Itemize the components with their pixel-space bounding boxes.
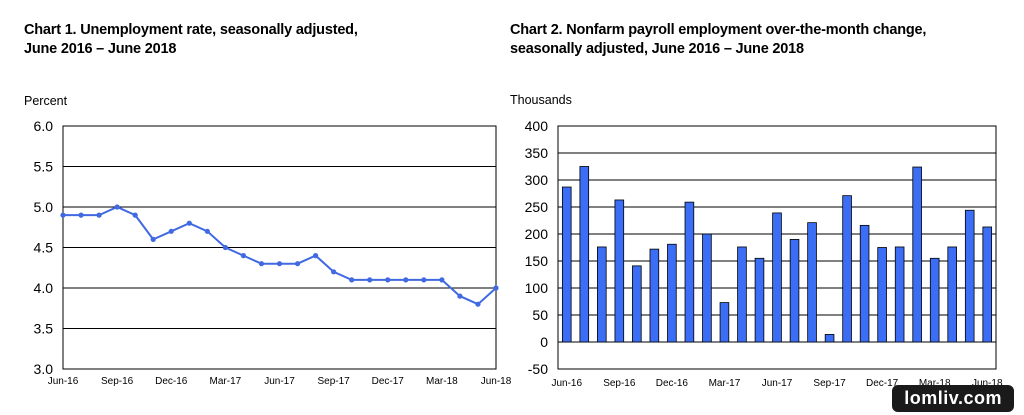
chart1-title-line1: Chart 1. Unemployment rate, seasonally a…	[24, 22, 358, 38]
chart1-x-tick-label: Jun-16	[48, 376, 79, 387]
chart1-data-point	[186, 220, 192, 226]
chart2-x-tick-label: Sep-16	[603, 378, 636, 389]
chart2-bar	[912, 166, 922, 343]
chart2-x-tick-label: Dec-17	[866, 378, 899, 389]
chart2-x-tick-label: Sep-17	[813, 378, 846, 389]
chart1-x-tick-label: Jun-17	[264, 376, 295, 387]
chart1-y-tick-label: 6.0	[34, 118, 54, 134]
chart1-x-tick-label: Mar-18	[426, 376, 458, 387]
chart1-data-point	[78, 212, 84, 218]
chart1-data-point	[60, 212, 66, 218]
chart2-y-tick-label: 200	[525, 226, 549, 242]
chart2-x-tick-label: Jun-18	[972, 378, 1003, 389]
chart2-bar	[807, 222, 817, 343]
chart2-y-tick-label: 50	[532, 307, 548, 323]
chart2-plot-frame	[557, 125, 997, 370]
chart2-bar	[964, 209, 975, 343]
chart2-bar	[597, 246, 607, 343]
chart2-y-tick-label: 300	[525, 172, 549, 188]
watermark: lomliv.com	[892, 385, 1014, 412]
chart2-x-tick-label: Mar-17	[709, 378, 741, 389]
chart2-y-tick-label: 100	[525, 280, 549, 296]
chart2-x-tick-label: Mar-18	[919, 378, 951, 389]
chart1-y-tick-label: 4.0	[34, 280, 54, 296]
chart2-bar	[859, 224, 870, 343]
chart2-bar	[632, 265, 642, 343]
chart1-data-point	[312, 253, 319, 259]
chart2-bar	[842, 195, 852, 343]
chart1-title: Chart 1. Unemployment rate, seasonally a…	[24, 21, 358, 59]
chart1-data-point	[150, 236, 156, 242]
chart1-data-point	[222, 244, 228, 251]
chart2-bar	[789, 238, 800, 343]
chart2-bar	[561, 186, 572, 343]
chart2-bar	[667, 243, 677, 343]
chart2-bar	[947, 246, 957, 343]
chart1-series-line	[63, 205, 497, 306]
chart1-data-point	[258, 261, 265, 267]
chart1-y-tick-label: 5.0	[34, 199, 54, 215]
chart1-x-tick-label: Dec-16	[155, 376, 188, 387]
chart1-x-tick-label: Dec-17	[372, 376, 405, 387]
chart1-data-point	[403, 277, 409, 283]
chart2-title: Chart 2. Nonfarm payroll employment over…	[510, 21, 926, 59]
chart2-bar	[684, 201, 695, 343]
chart2-y-tick-label: 150	[525, 253, 549, 269]
chart2-title-line1: Chart 2. Nonfarm payroll employment over…	[510, 22, 927, 38]
chart1-data-point	[475, 301, 481, 307]
chart2-y-tick-label: 0	[540, 334, 548, 350]
chart1-x-tick-label: Sep-17	[318, 376, 351, 387]
chart2-bar	[877, 247, 887, 343]
chart2-y-tick-label: 350	[525, 145, 549, 161]
chart1-data-point	[439, 277, 445, 283]
chart2-bar	[824, 334, 835, 343]
chart2-y-tick-label: 250	[525, 199, 549, 215]
chart1-y-tick-label: 3.5	[34, 321, 54, 337]
chart2-bar	[772, 212, 782, 343]
chart1-data-point	[96, 212, 102, 218]
chart2-bar	[929, 257, 940, 343]
chart2-bar	[702, 233, 712, 343]
chart2-x-tick-label: Jun-16	[551, 378, 582, 389]
chart1-title-line2: June 2016 – June 2018	[24, 41, 177, 57]
chart1-data-point	[114, 204, 120, 210]
chart1-data-point	[349, 277, 355, 283]
chart1-y-tick-label: 3.0	[34, 361, 54, 377]
chart2-bar	[614, 199, 625, 343]
chart1-data-point	[367, 277, 373, 283]
chart2-title-line2: seasonally adjusted, June 2016 – June 20…	[510, 41, 804, 57]
chart2-bar	[719, 302, 730, 343]
chart1-x-tick-label: Sep-16	[101, 376, 134, 387]
chart1-data-point	[331, 269, 337, 275]
chart2-bar	[737, 246, 747, 343]
chart2-y-tick-label: -50	[528, 361, 548, 377]
chart1-data-point	[457, 293, 463, 299]
chart1-data-point	[132, 212, 138, 218]
chart1-y-unit-label: Percent	[24, 94, 68, 108]
chart1-data-point	[168, 228, 174, 234]
chart1-data-point	[276, 261, 283, 267]
chart1-plot-frame	[62, 125, 497, 370]
chart2-x-tick-label: Jun-17	[762, 378, 793, 389]
chart2-bar	[982, 226, 993, 343]
chart1-y-tick-label: 5.5	[34, 159, 54, 175]
chart1-x-tick-label: Jun-18	[481, 376, 512, 387]
chart1-data-point	[421, 277, 427, 283]
chart1-x-tick-label: Mar-17	[210, 376, 242, 387]
chart1-data-point	[294, 261, 301, 267]
chart2-bar	[894, 246, 905, 343]
chart2-bar	[579, 166, 590, 343]
chart2-y-unit-label: Thousands	[510, 93, 572, 107]
chart2-bar	[754, 257, 765, 343]
chart1-data-point	[493, 285, 499, 291]
chart2-bar	[649, 248, 660, 343]
chart2-y-tick-label: 400	[525, 118, 549, 134]
chart1-data-point	[240, 253, 247, 259]
chart1-data-point	[385, 277, 391, 283]
chart1-data-point	[204, 228, 210, 234]
chart2-x-tick-label: Dec-16	[656, 378, 689, 389]
chart1-y-tick-label: 4.5	[34, 240, 54, 256]
